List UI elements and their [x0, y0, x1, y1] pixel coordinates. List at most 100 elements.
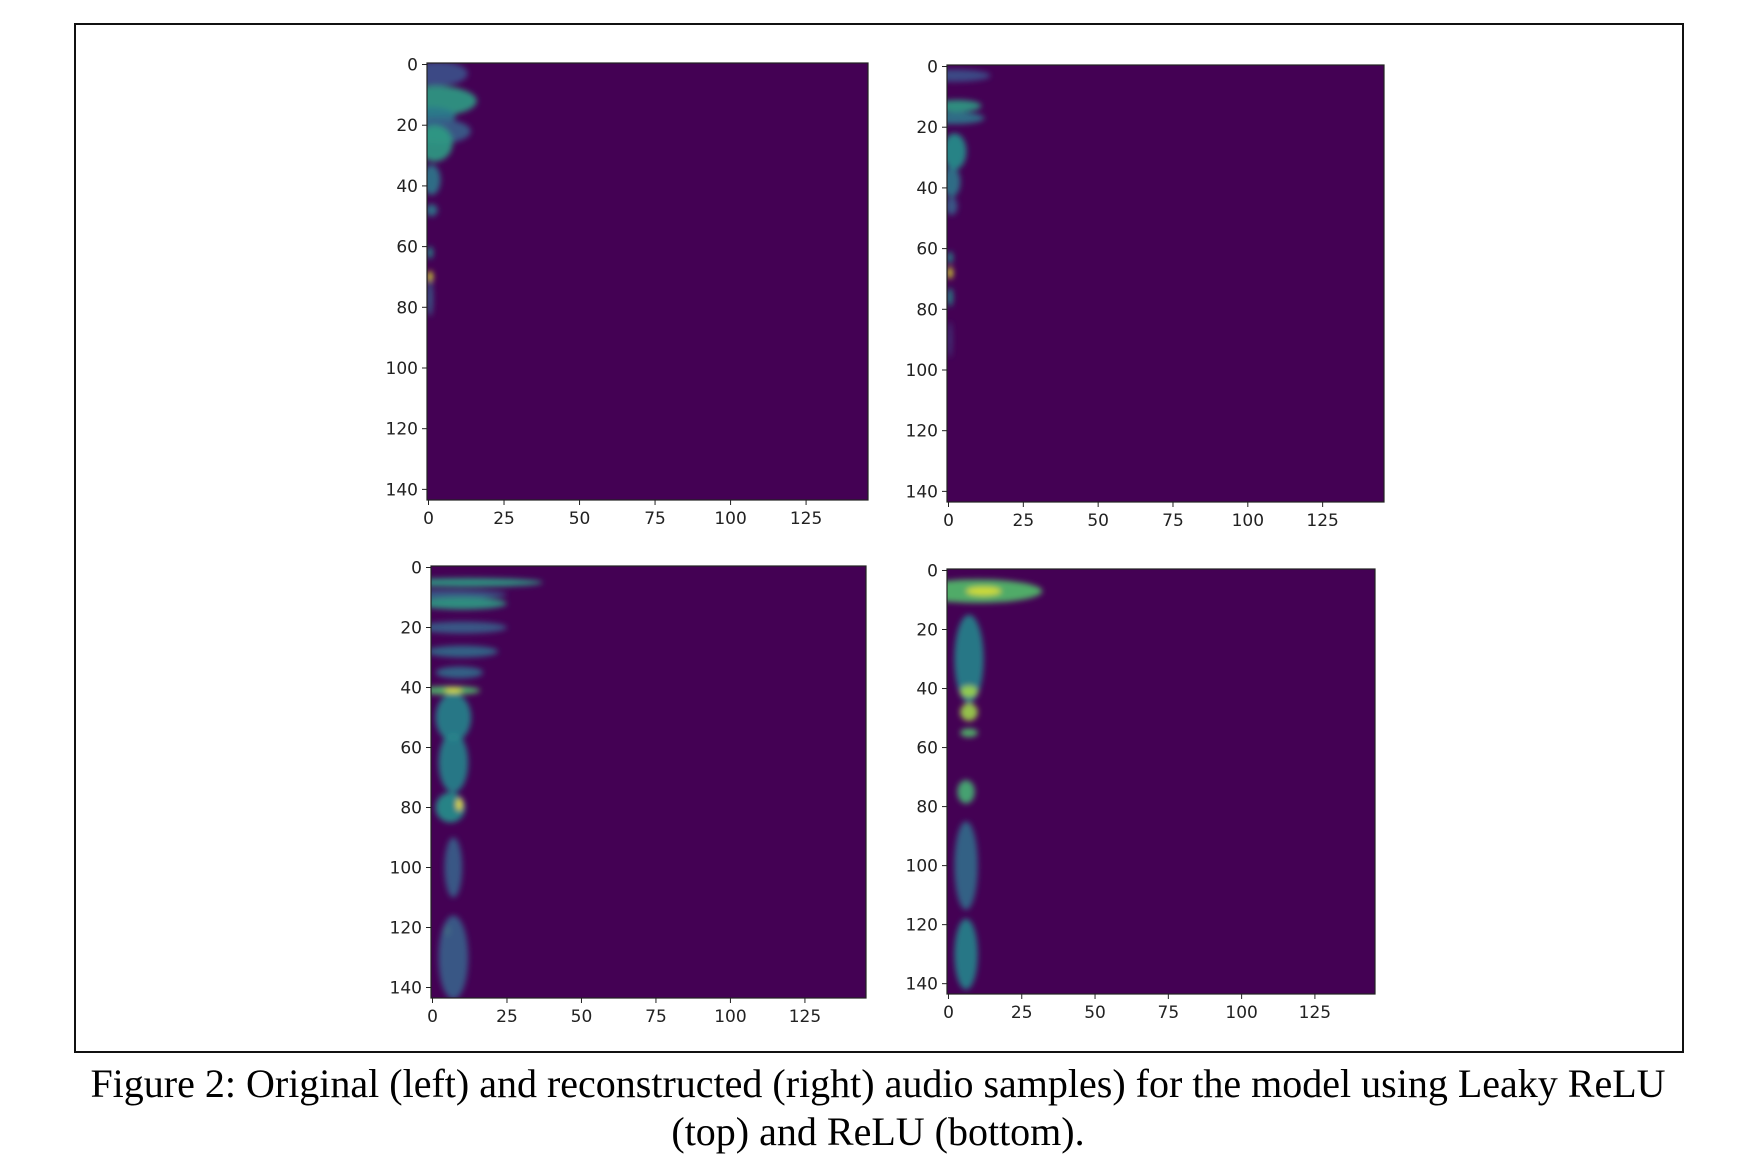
x-tick-label: 50 [569, 509, 591, 529]
heatmap-hotspot [427, 246, 434, 259]
y-tick-label: 40 [396, 177, 418, 197]
heatmap-hotspot [947, 197, 958, 216]
x-tick-label: 125 [1299, 1003, 1331, 1023]
heatmap-hotspot [456, 798, 463, 811]
heatmap-hotspot [947, 133, 967, 170]
y-tick-label: 0 [927, 561, 938, 581]
y-tick-label: 0 [411, 559, 422, 579]
x-tick-label: 75 [1162, 511, 1184, 531]
figure-frame [74, 23, 1684, 1053]
axes-frame [430, 565, 867, 999]
heatmap-hotspot [438, 915, 469, 998]
heatmap-hotspot [947, 266, 953, 279]
y-tick-label: 100 [386, 359, 418, 379]
heatmap-hotspot [427, 204, 438, 217]
y-tick-label: 120 [906, 422, 938, 442]
heatmap-hotspot [431, 621, 507, 634]
y-tick-label: 0 [407, 56, 418, 76]
y-tick-label: 80 [396, 298, 418, 318]
heatmap-hotspot [954, 614, 984, 704]
x-tick-label: 25 [493, 509, 515, 529]
heatmap-background [947, 569, 1375, 994]
heatmap-top-left: 0 25 50 75 100 125 0 20 40 60 80 100 120 140 [386, 56, 869, 529]
y-tick-label: 100 [906, 361, 938, 381]
x-tick-label: 0 [943, 511, 954, 531]
heatmap-bottom-right: 0 25 50 75 100 125 0 20 40 60 80 100 120 140 [906, 561, 1376, 1023]
x-tick-label: 50 [1087, 511, 1109, 531]
x-tick-label: 0 [423, 509, 434, 529]
heatmap-hotspot [947, 166, 961, 198]
y-tick-label: 100 [390, 859, 422, 879]
heatmap-hotspot [947, 288, 953, 307]
axes-frame [946, 64, 1385, 503]
caption-line-2: (top) and ReLU (bottom). [671, 1109, 1085, 1154]
heatmap-hotspot [431, 645, 499, 658]
y-tick-label: 20 [400, 619, 422, 639]
y-tick-label: 20 [916, 118, 938, 138]
x-tick-label: 75 [644, 509, 666, 529]
y-tick-label: 140 [386, 480, 418, 500]
x-tick-label: 25 [496, 1007, 518, 1027]
heatmap-hotspot [954, 918, 978, 990]
x-tick-label: 125 [790, 509, 822, 529]
heatmap-hotspot [960, 685, 978, 698]
axes-frame [426, 62, 869, 501]
y-tick-label: 120 [906, 916, 938, 936]
heatmap-hotspot [444, 688, 463, 693]
y-tick-label: 140 [390, 979, 422, 999]
heatmap-hotspot [947, 112, 985, 125]
heatmap-hotspot [947, 69, 991, 82]
heatmap-bottom-left: 0 25 50 75 100 125 0 20 40 60 80 100 120 140 [390, 559, 867, 1027]
x-tick-label: 75 [1158, 1003, 1180, 1023]
heatmap-hotspot [431, 578, 543, 587]
x-tick-label: 100 [1225, 1003, 1257, 1023]
y-tick-label: 40 [916, 179, 938, 199]
y-tick-label: 60 [916, 240, 938, 260]
heatmap-hotspot [960, 703, 978, 721]
y-tick-label: 60 [400, 739, 422, 759]
y-tick-label: 20 [396, 116, 418, 136]
heatmap-hotspot [431, 590, 507, 599]
y-tick-label: 140 [906, 975, 938, 995]
heatmap-background [431, 566, 866, 998]
heatmap-hotspot [427, 125, 453, 162]
heatmap-hotspot [954, 821, 978, 910]
heatmap-hotspot [957, 780, 975, 804]
y-tick-label: 80 [916, 798, 938, 818]
y-tick-label: 0 [927, 58, 938, 78]
y-tick-label: 60 [396, 238, 418, 258]
heatmap-hotspot [947, 99, 982, 113]
x-tick-label: 100 [1232, 511, 1264, 531]
x-tick-label: 50 [571, 1007, 593, 1027]
x-tick-label: 0 [943, 1003, 954, 1023]
x-tick-label: 25 [1011, 1003, 1033, 1023]
heatmap-hotspot [435, 666, 484, 679]
heatmap-top-right: 0 25 50 75 100 125 0 20 40 60 80 100 120 140 [906, 58, 1385, 531]
figure-caption: Figure 2: Original (left) and reconstruc… [0, 1060, 1756, 1156]
y-tick-label: 100 [906, 857, 938, 877]
heatmap-hotspot [960, 728, 978, 738]
y-tick-label: 40 [916, 680, 938, 700]
y-tick-label: 120 [390, 919, 422, 939]
heatmap-hotspot [427, 279, 434, 317]
x-tick-label: 75 [645, 1007, 667, 1027]
axes-frame [946, 568, 1376, 995]
heatmap-hotspot [431, 597, 507, 610]
x-tick-label: 125 [789, 1007, 821, 1027]
y-tick-label: 140 [906, 482, 938, 502]
x-tick-label: 25 [1013, 511, 1035, 531]
heatmap-hotspot [438, 732, 469, 793]
y-tick-label: 20 [916, 621, 938, 641]
x-tick-label: 0 [427, 1007, 438, 1027]
y-tick-label: 80 [400, 799, 422, 819]
heatmap-background [427, 63, 868, 500]
y-tick-label: 40 [400, 679, 422, 699]
heatmap-hotspot [427, 270, 434, 284]
x-tick-label: 100 [714, 1007, 746, 1027]
heatmap-hotspot [966, 586, 1002, 596]
heatmap-hotspot [444, 837, 463, 898]
x-tick-label: 50 [1084, 1003, 1106, 1023]
y-tick-label: 120 [386, 420, 418, 440]
x-tick-label: 100 [714, 509, 746, 529]
